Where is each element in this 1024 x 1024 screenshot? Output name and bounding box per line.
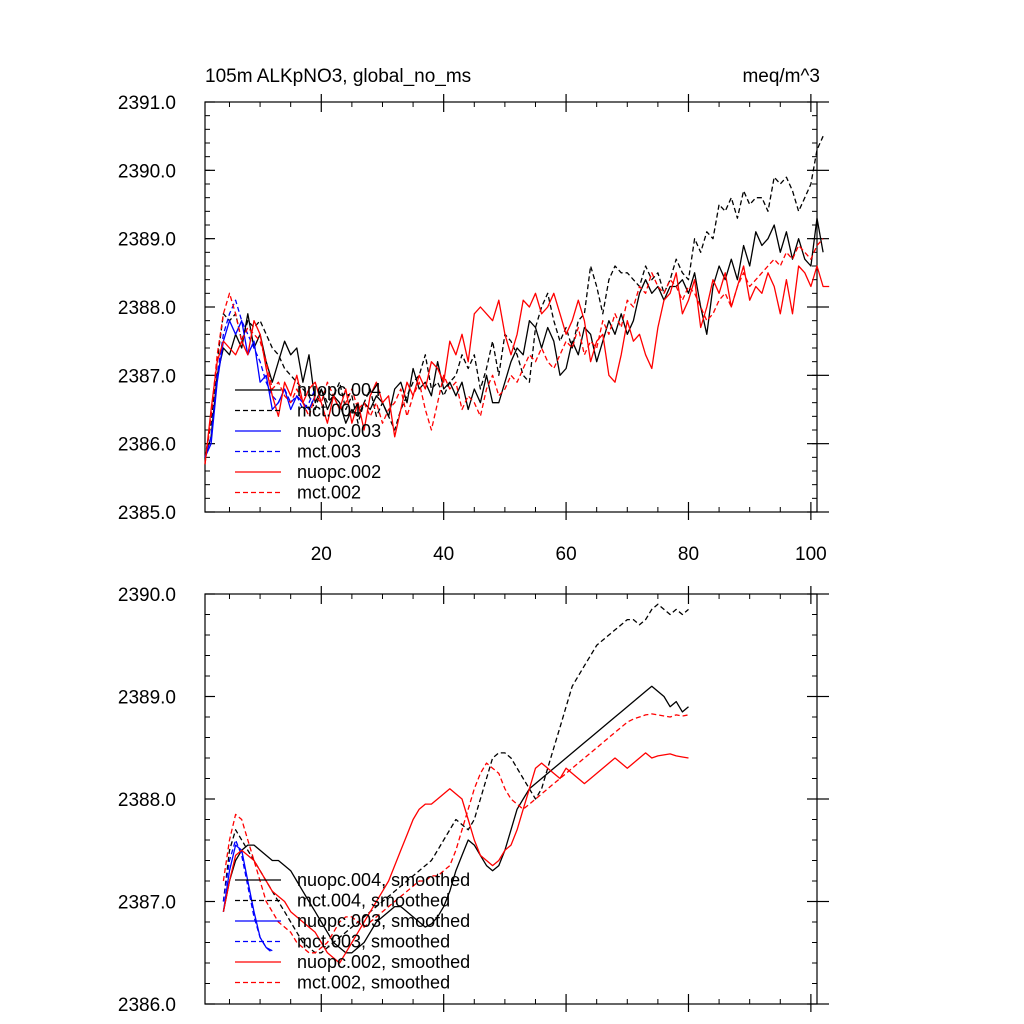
- legend-label: nuopc.003: [297, 421, 381, 441]
- y-tick-label: 2388.0: [118, 790, 176, 811]
- legend-label: mct.004: [297, 401, 361, 421]
- series-line-mct-002: [204, 238, 824, 465]
- y-tick-label: 2388.0: [118, 298, 176, 319]
- series-line-nuopc-002-smoothed: [222, 752, 689, 964]
- y-tick-label: 2391.0: [118, 93, 176, 114]
- series-line-nuopc-004-smoothed: [222, 685, 689, 954]
- legend-label: mct.004, smoothed: [297, 891, 450, 911]
- top-panel: 20 40 60 80 100 2385.0 2386.0 2387.0 2388.0 2389.…: [118, 93, 830, 565]
- series-line-mct-004-smoothed: [222, 603, 689, 954]
- y-tick-label: 2386.0: [118, 995, 176, 1016]
- legend-label: nuopc.004: [297, 380, 381, 400]
- y-tick-label: 2389.0: [118, 230, 176, 251]
- bottom-series-lines: [222, 603, 689, 964]
- y-tick-label: 2385.0: [118, 503, 176, 524]
- y-tick-label: 2387.0: [118, 893, 176, 914]
- legend-label: mct.002, smoothed: [297, 973, 450, 993]
- y-tick-label: 2387.0: [118, 366, 176, 387]
- x-tick-label: 20: [311, 544, 332, 565]
- legend-label: mct.003, smoothed: [297, 932, 450, 952]
- legend-label: mct.003: [297, 442, 361, 462]
- y-tick-label: 2386.0: [118, 435, 176, 456]
- x-tick-label: 80: [678, 544, 699, 565]
- legend-label: nuopc.002, smoothed: [297, 952, 470, 972]
- series-line-mct-004: [204, 135, 824, 458]
- series-line-mct-002-smoothed: [222, 713, 689, 954]
- figure-title: 105m ALKpNO3, global_no_ms: [205, 66, 471, 87]
- figure-units: meq/m^3: [742, 66, 820, 87]
- series-line-nuopc-003-smoothed: [222, 844, 273, 952]
- y-tick-label: 2389.0: [118, 688, 176, 709]
- bottom-axis-ticks: 2386.0 2387.0 2388.0 2389.0 2390.0: [118, 585, 829, 1016]
- y-tick-label: 2390.0: [118, 585, 176, 606]
- top-legend: nuopc.004mct.004nuopc.003mct.003nuopc.00…: [235, 380, 381, 503]
- bottom-panel: 2386.0 2387.0 2388.0 2389.0 2390.0 nuopc.004…: [118, 585, 829, 1016]
- legend-label: nuopc.002: [297, 462, 381, 482]
- series-line-nuopc-002: [204, 265, 830, 465]
- legend-label: nuopc.004, smoothed: [297, 870, 470, 890]
- series-line-nuopc-004: [204, 217, 824, 458]
- series-line-mct-003-smoothed: [222, 839, 273, 954]
- x-tick-label: 100: [795, 544, 827, 565]
- series-line-mct-003: [204, 299, 316, 458]
- legend-label: nuopc.003, smoothed: [297, 911, 470, 931]
- x-tick-label: 40: [433, 544, 454, 565]
- y-tick-label: 2390.0: [118, 161, 176, 182]
- legend-label: mct.002: [297, 483, 361, 503]
- x-tick-label: 60: [556, 544, 577, 565]
- top-axis-ticks: 20 40 60 80 100 2385.0 2386.0 2387.0 2388.0 2389.…: [118, 93, 829, 565]
- top-series-lines: [204, 135, 830, 465]
